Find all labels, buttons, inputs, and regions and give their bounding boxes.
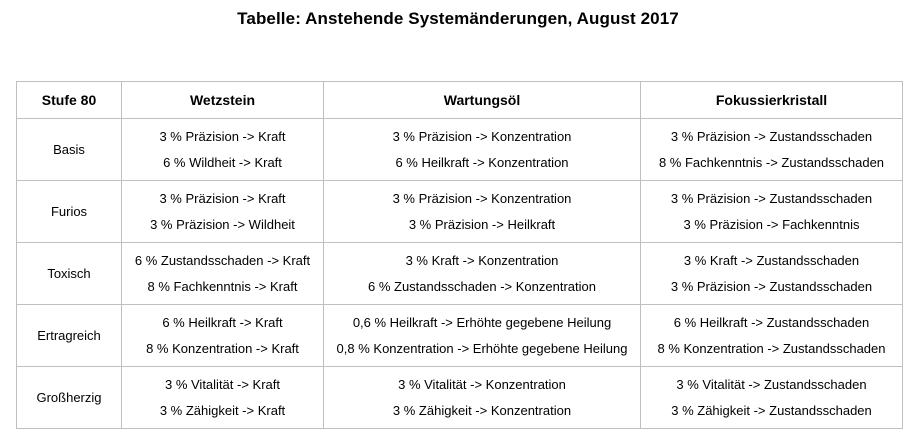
table-row-grossherzig: Großherzig 3 % Vitalität -> Kraft 3 % Zä… — [16, 366, 903, 429]
cell-line: 3 % Präzision -> Konzentration — [392, 190, 572, 206]
cell-line: 6 % Zustandsschaden -> Kraft — [134, 252, 311, 268]
cell-line: 3 % Präzision -> Kraft — [159, 190, 286, 206]
cell-fokussierkristall: 3 % Präzision -> Zustandsschaden 3 % Prä… — [640, 180, 903, 243]
table-row-toxisch: Toxisch 6 % Zustandsschaden -> Kraft 8 %… — [16, 242, 903, 305]
cell-line: 3 % Präzision -> Zustandsschaden — [670, 190, 873, 206]
cell-line: 3 % Zähigkeit -> Konzentration — [392, 402, 572, 418]
cell-line: 8 % Fachkenntnis -> Zustandsschaden — [658, 154, 885, 170]
cell-line: 3 % Präzision -> Zustandsschaden — [670, 128, 873, 144]
row-label: Furios — [16, 180, 122, 243]
cell-wetzstein: 6 % Heilkraft -> Kraft 8 % Konzentration… — [121, 304, 324, 367]
cell-line: 8 % Konzentration -> Kraft — [146, 340, 299, 356]
col-header-wetzstein: Wetzstein — [121, 81, 324, 119]
cell-line: 3 % Kraft -> Zustandsschaden — [683, 252, 860, 268]
cell-wetzstein: 3 % Präzision -> Kraft 6 % Wildheit -> K… — [121, 118, 324, 181]
row-label: Großherzig — [16, 366, 122, 429]
row-label-text: Ertragreich — [37, 328, 101, 343]
cell-fokussierkristall: 3 % Präzision -> Zustandsschaden 8 % Fac… — [640, 118, 903, 181]
cell-fokussierkristall: 3 % Vitalität -> Zustandsschaden 3 % Zäh… — [640, 366, 903, 429]
cell-line: 8 % Fachkenntnis -> Kraft — [147, 278, 298, 294]
system-changes-table: Stufe 80 Wetzstein Wartungsöl Fokussierk… — [16, 81, 903, 429]
cell-line: 3 % Vitalität -> Kraft — [164, 376, 280, 392]
col-header-wartungsoel: Wartungsöl — [323, 81, 641, 119]
table-row-basis: Basis 3 % Präzision -> Kraft 6 % Wildhei… — [16, 118, 903, 181]
row-label-text: Basis — [53, 142, 85, 157]
cell-line: 3 % Präzision -> Konzentration — [392, 128, 572, 144]
table-row-ertragreich: Ertragreich 6 % Heilkraft -> Kraft 8 % K… — [16, 304, 903, 367]
row-label: Toxisch — [16, 242, 122, 305]
cell-line: 6 % Zustandsschaden -> Konzentration — [367, 278, 596, 294]
cell-line: 8 % Konzentration -> Zustandsschaden — [657, 340, 886, 356]
cell-line: 3 % Präzision -> Heilkraft — [408, 216, 556, 232]
cell-line: 6 % Heilkraft -> Kraft — [162, 314, 283, 330]
cell-line: 0,8 % Konzentration -> Erhöhte gegebene … — [336, 340, 628, 356]
row-label-text: Furios — [50, 204, 88, 219]
cell-line: 6 % Heilkraft -> Zustandsschaden — [673, 314, 870, 330]
cell-line: 3 % Kraft -> Konzentration — [405, 252, 559, 268]
cell-wartungsoel: 3 % Präzision -> Konzentration 3 % Präzi… — [323, 180, 641, 243]
cell-wetzstein: 6 % Zustandsschaden -> Kraft 8 % Fachken… — [121, 242, 324, 305]
cell-line: 3 % Zähigkeit -> Kraft — [159, 402, 286, 418]
cell-line: 6 % Wildheit -> Kraft — [163, 154, 282, 170]
cell-line: 3 % Vitalität -> Konzentration — [398, 376, 566, 392]
cell-wartungsoel: 3 % Vitalität -> Konzentration 3 % Zähig… — [323, 366, 641, 429]
cell-wetzstein: 3 % Vitalität -> Kraft 3 % Zähigkeit -> … — [121, 366, 324, 429]
cell-wartungsoel: 3 % Präzision -> Konzentration 6 % Heilk… — [323, 118, 641, 181]
col-header-fokussierkristall: Fokussierkristall — [640, 81, 903, 119]
row-label-text: Großherzig — [36, 390, 102, 405]
cell-line: 0,6 % Heilkraft -> Erhöhte gegebene Heil… — [352, 314, 612, 330]
page-title: Tabelle: Anstehende Systemänderungen, Au… — [237, 9, 679, 28]
cell-wartungsoel: 0,6 % Heilkraft -> Erhöhte gegebene Heil… — [323, 304, 641, 367]
cell-line: 3 % Vitalität -> Zustandsschaden — [676, 376, 867, 392]
row-label: Ertragreich — [16, 304, 122, 367]
cell-line: 6 % Heilkraft -> Konzentration — [395, 154, 569, 170]
cell-fokussierkristall: 6 % Heilkraft -> Zustandsschaden 8 % Kon… — [640, 304, 903, 367]
cell-wetzstein: 3 % Präzision -> Kraft 3 % Präzision -> … — [121, 180, 324, 243]
table-row-furios: Furios 3 % Präzision -> Kraft 3 % Präzis… — [16, 180, 903, 243]
cell-line: 3 % Präzision -> Kraft — [159, 128, 286, 144]
cell-line: 3 % Zähigkeit -> Zustandsschaden — [671, 402, 872, 418]
cell-wartungsoel: 3 % Kraft -> Konzentration 6 % Zustandss… — [323, 242, 641, 305]
cell-line: 3 % Präzision -> Wildheit — [150, 216, 295, 232]
row-label: Basis — [16, 118, 122, 181]
cell-line: 3 % Präzision -> Zustandsschaden — [670, 278, 873, 294]
col-header-stufe-80: Stufe 80 — [16, 81, 122, 119]
row-label-text: Toxisch — [47, 266, 91, 281]
cell-line: 3 % Präzision -> Fachkenntnis — [683, 216, 860, 232]
header-row: Stufe 80 Wetzstein Wartungsöl Fokussierk… — [16, 81, 903, 119]
cell-fokussierkristall: 3 % Kraft -> Zustandsschaden 3 % Präzisi… — [640, 242, 903, 305]
